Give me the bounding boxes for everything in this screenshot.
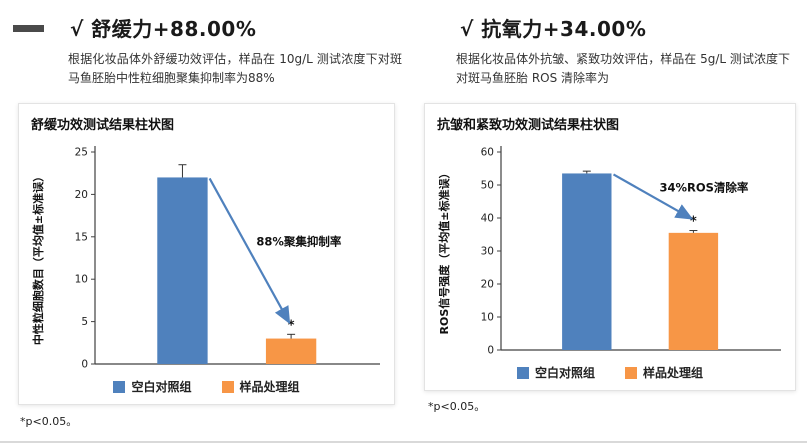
legend-swatch: [113, 380, 126, 393]
y-tick-label: 20: [75, 189, 88, 201]
y-tick-label: 25: [75, 147, 88, 159]
decrease-arrow: [208, 177, 291, 325]
legend-label: 空白对照组: [534, 366, 595, 380]
section-heading-antioxidant: √ 抗氧力+34.00%: [460, 17, 647, 41]
arrow-annotation: 88%聚集抑制率: [256, 234, 342, 248]
arrow-annotation: 34%ROS清除率: [659, 180, 748, 194]
legend-swatch: [625, 366, 637, 379]
footnote-antioxidant: *p<0.05。: [428, 400, 486, 413]
decrease-arrow: [612, 173, 694, 220]
legend-swatch: [221, 380, 234, 393]
bar-0: [157, 177, 208, 364]
significance-asterisk: *: [690, 215, 697, 230]
legend-label: 空白对照组: [131, 380, 192, 394]
legend-item: 空白对照组: [516, 364, 595, 381]
y-tick-label: 30: [481, 246, 494, 258]
y-tick-label: 15: [75, 231, 88, 243]
legend-item: 空白对照组: [113, 378, 192, 395]
y-tick-label: 5: [81, 316, 88, 328]
y-axis-label: 中性粒细胞数目（平均值±标准误）: [31, 171, 45, 345]
legend-label: 样品处理组: [239, 380, 300, 394]
chart-title-soothing: 舒缓功效测试结果柱状图: [31, 118, 175, 133]
chart-panel-soothing: 舒缓功效测试结果柱状图 0 5 10 15 20 25 中性粒细胞数目（平均值±标准误） * 8…: [18, 103, 395, 405]
y-tick-label: 10: [75, 274, 88, 286]
section-description-soothing: 根据化妆品体外舒缓功效评估，样品在 10g/L 测试浓度下对斑马鱼胚胎中性粒细胞…: [68, 52, 402, 85]
y-tick-label: 40: [481, 213, 494, 225]
chart-panel-antioxidant: 抗皱和紧致功效测试结果柱状图 0 10 20 30 40 50 60 ROS信号强度（平均值±…: [424, 103, 796, 391]
chart-legend: 空白对照组 样品处理组: [29, 378, 384, 395]
section-description-antioxidant: 根据化妆品体外抗皱、紧致功效评估，样品在 5g/L 测试浓度下对斑马鱼胚胎 RO…: [456, 52, 790, 85]
legend-item: 样品处理组: [625, 364, 703, 381]
bar-0: [562, 173, 612, 350]
section-heading-soothing: √ 舒缓力+88.00%: [70, 17, 257, 41]
legend-swatch: [516, 366, 529, 379]
y-tick-label: 0: [487, 345, 494, 357]
y-tick-label: 20: [481, 279, 494, 291]
y-axis-label: ROS信号强度（平均值±标准误）: [437, 168, 451, 335]
chart-legend: 空白对照组 样品处理组: [435, 364, 785, 381]
legend-item: 样品处理组: [221, 378, 300, 395]
y-tick-label: 50: [481, 180, 494, 192]
bar-1: [668, 232, 719, 350]
antioxidant-bar-chart: 0 10 20 30 40 50 60 ROS信号强度（平均值±标准误） * 34%ROS清除率: [437, 146, 781, 357]
soothing-bar-chart: 0 5 10 15 20 25 中性粒细胞数目（平均值±标准误） * 88%聚集抑制率: [31, 146, 380, 371]
y-tick-label: 60: [481, 147, 494, 159]
legend-label: 样品处理组: [643, 366, 704, 380]
bullet-dash: [13, 25, 44, 32]
y-tick-label: 10: [481, 312, 494, 324]
y-tick-label: 0: [81, 359, 88, 371]
chart-title-antioxidant: 抗皱和紧致功效测试结果柱状图: [437, 118, 620, 133]
bar-1: [265, 338, 317, 364]
significance-asterisk: *: [288, 318, 295, 333]
footnote-soothing: *p<0.05。: [20, 415, 78, 428]
